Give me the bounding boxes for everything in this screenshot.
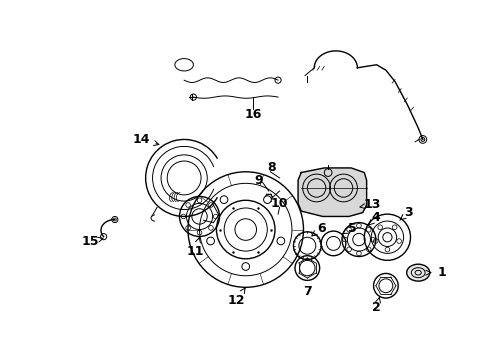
Text: 1: 1 [426, 266, 446, 279]
Text: 15: 15 [81, 235, 103, 248]
Text: 16: 16 [245, 108, 262, 121]
Text: 12: 12 [228, 288, 245, 307]
Circle shape [207, 237, 215, 245]
Polygon shape [298, 168, 367, 216]
Circle shape [220, 196, 228, 203]
Text: 2: 2 [372, 297, 381, 314]
Circle shape [242, 263, 249, 270]
Text: 9: 9 [254, 174, 263, 187]
Text: 8: 8 [268, 161, 276, 175]
Text: 10: 10 [271, 197, 288, 210]
Text: 11: 11 [187, 238, 204, 258]
Text: 13: 13 [360, 198, 381, 211]
Text: 7: 7 [303, 285, 312, 298]
Circle shape [264, 196, 271, 203]
Ellipse shape [407, 264, 430, 281]
Text: 6: 6 [312, 222, 325, 236]
Text: 3: 3 [400, 206, 413, 220]
Circle shape [277, 237, 285, 245]
Text: 4: 4 [368, 211, 380, 225]
Text: 5: 5 [343, 221, 356, 234]
Text: 14: 14 [133, 133, 159, 146]
